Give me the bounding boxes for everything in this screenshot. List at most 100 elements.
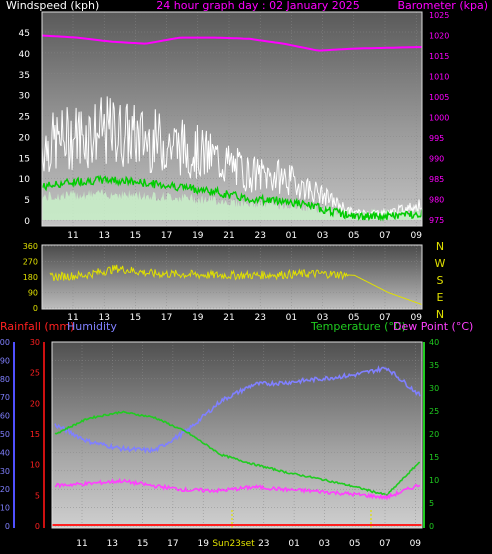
direction-time-tick-label: 23 — [254, 313, 265, 323]
rainfall-tick-label: 30 — [30, 338, 40, 347]
temperature-time-axis: 11 13 15 17 19 Sun23set 23 01 03 05 07 09 — [76, 539, 421, 549]
wind-tick-label: 35 — [19, 71, 30, 81]
temperature-tick-label: 35 — [429, 361, 439, 370]
temperature-legend-label: Temperature (°C) — [310, 320, 406, 333]
barometer-tick-label: 1005 — [429, 93, 449, 102]
direction-tick-label: 360 — [23, 242, 38, 251]
temperature-grid — [52, 341, 422, 528]
direction-grid — [42, 245, 422, 309]
wind-tick-label: 45 — [19, 29, 30, 39]
barometer-tick-label: 1025 — [429, 11, 449, 20]
compass-label: W — [435, 257, 446, 270]
humidity-tick-label: 40 — [0, 448, 10, 457]
wind-tick-label: 40 — [19, 50, 31, 60]
wind-tick-label: 5 — [24, 196, 30, 206]
direction-time-tick-label: 05 — [348, 313, 359, 323]
wind-axis-ticks: 45 40 35 30 25 20 15 10 5 0 — [19, 29, 31, 227]
temperature-tick-label: 10 — [429, 476, 439, 485]
temperature-time-tick-label: 15 — [137, 539, 148, 549]
temperature-time-tick-label: 19 — [197, 539, 209, 549]
barometer-series — [41, 34, 423, 52]
wind-time-tick-label: 19 — [192, 231, 204, 241]
wind-tick-label: 25 — [19, 113, 30, 123]
direction-tick-label: 270 — [23, 258, 38, 267]
direction-tick-label: 0 — [33, 304, 38, 313]
wind-time-tick-label: 15 — [130, 231, 141, 241]
wind-direction-series — [49, 264, 423, 306]
humidity-tick-label: 30 — [0, 467, 10, 476]
direction-time-tick-label: 17 — [161, 313, 172, 323]
wind-time-tick-label: 05 — [348, 231, 359, 241]
wind-axis-title: Windspeed (kph) — [6, 0, 99, 12]
temperature-series-layer — [52, 365, 422, 528]
humidity-series — [54, 365, 421, 455]
rainfall-tick-label: 20 — [30, 399, 40, 408]
temperature-time-tick-label: 07 — [379, 539, 390, 549]
wind-gust-series — [41, 96, 423, 217]
wind-time-tick-label: 21 — [223, 231, 234, 241]
barometer-tick-label: 975 — [429, 216, 444, 225]
wind-average-band — [42, 188, 422, 220]
temperature-tick-label: 5 — [429, 499, 434, 508]
wind-tick-label: 10 — [19, 175, 31, 185]
compass-label: S — [437, 274, 444, 287]
compass-label: E — [437, 291, 444, 304]
wind-time-tick-label: 01 — [286, 231, 297, 241]
rainfall-tick-label: 5 — [35, 491, 40, 500]
temperature-tick-label: 40 — [429, 338, 439, 347]
wind-time-tick-label: 11 — [67, 231, 78, 241]
rainfall-tick-label: 15 — [30, 430, 40, 439]
temperature-time-tick-label: 09 — [410, 539, 422, 549]
direction-time-tick-label: 11 — [67, 313, 78, 323]
wind-time-tick-label: 13 — [98, 231, 109, 241]
direction-time-tick-label: 09 — [410, 313, 422, 323]
wind-average-series — [41, 174, 423, 222]
humidity-tick-label: 50 — [0, 430, 10, 439]
compass-label: N — [436, 240, 444, 253]
rainfall-axis-ticks: 30 25 20 15 10 5 0 — [30, 338, 40, 531]
temperature-tick-label: 15 — [429, 453, 439, 462]
direction-time-tick-label: 15 — [130, 313, 141, 323]
temperature-tick-label: 20 — [429, 430, 439, 439]
direction-series-layer — [49, 264, 423, 306]
temperature-time-tick-label: 17 — [167, 539, 178, 549]
temperature-plot-frame — [51, 341, 423, 529]
temperature-humidity-panel: Rainfall (mm) Humidity Temperature (°C) … — [0, 320, 473, 549]
direction-time-tick-label: 13 — [98, 313, 109, 323]
humidity-tick-label: 80 — [0, 375, 10, 384]
humidity-tick-label: 20 — [0, 485, 10, 494]
direction-time-tick-label: 03 — [317, 313, 328, 323]
chart-title: 24 hour graph day : 02 January 2025 — [156, 0, 360, 12]
dewpoint-series — [54, 477, 421, 501]
humidity-tick-label: 100 — [0, 338, 10, 347]
temperature-time-tick-label: 23 — [258, 539, 269, 549]
rainfall-tick-label: 25 — [30, 369, 40, 378]
humidity-axis-ticks: 1009080706050403020100 — [0, 338, 10, 531]
humidity-tick-label: 10 — [0, 504, 10, 513]
wind-time-tick-label: 17 — [161, 231, 172, 241]
wind-tick-label: 0 — [24, 217, 30, 227]
direction-time-tick-label: 07 — [379, 313, 390, 323]
wind-time-axis: 11 13 15 17 19 21 23 01 03 05 07 09 — [67, 231, 422, 241]
barometer-axis-title: Barometer (kpa) — [397, 0, 488, 12]
temperature-series — [54, 410, 421, 497]
temperature-time-tick-label: Sun23set — [212, 539, 255, 549]
compass-label: N — [436, 308, 444, 321]
humidity-tick-label: 60 — [0, 412, 10, 421]
temperature-tick-label: 30 — [429, 384, 439, 393]
wind-tick-label: 20 — [19, 133, 31, 143]
temperature-axis-ticks: 40 35 30 25 20 15 10 5 0 — [429, 338, 439, 531]
direction-time-axis: 11 13 15 17 19 21 23 01 03 05 07 09 — [67, 313, 422, 323]
rainfall-legend-label: Rainfall (mm) — [0, 320, 74, 333]
temperature-time-tick-label: 01 — [288, 539, 299, 549]
temperature-time-tick-label: 03 — [319, 539, 330, 549]
barometer-axis-ticks: 1025 1020 1015 1010 1005 1000 995 990 985 980 975 — [429, 11, 449, 225]
humidity-tick-label: 0 — [5, 522, 10, 531]
rainfall-tick-label: 10 — [30, 461, 40, 470]
direction-tick-label: 180 — [23, 273, 38, 282]
barometer-tick-label: 995 — [429, 134, 444, 143]
barometer-tick-label: 990 — [429, 155, 444, 164]
